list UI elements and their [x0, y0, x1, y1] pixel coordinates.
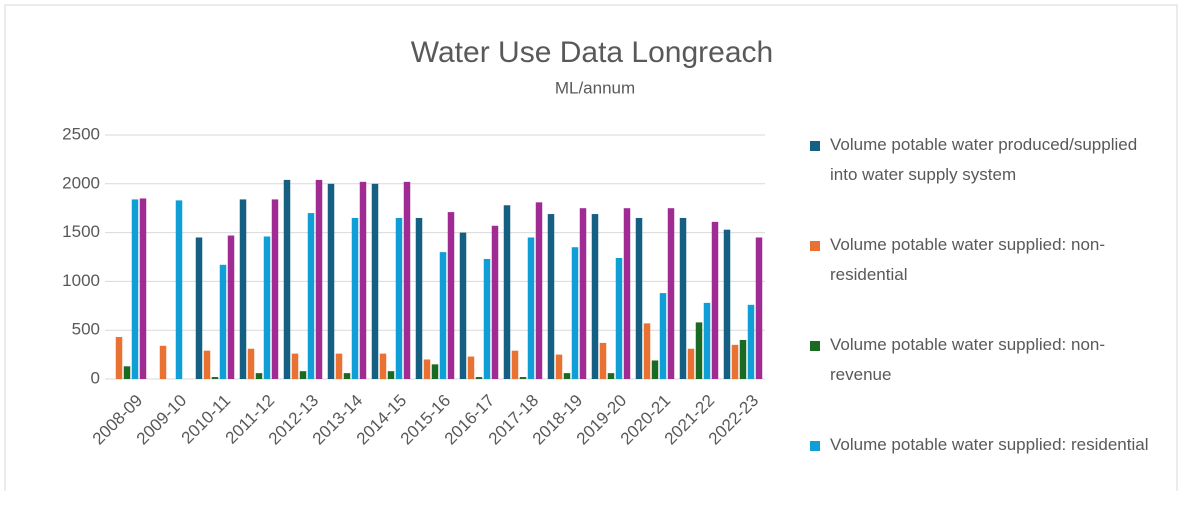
bar — [239, 199, 247, 379]
bar — [271, 199, 279, 379]
legend: Volume potable water produced/supplied i… — [808, 130, 1158, 530]
bar — [459, 232, 467, 379]
bar — [467, 356, 475, 379]
y-tick-label: 2000 — [62, 173, 100, 192]
bar — [195, 237, 203, 379]
legend-label: Volume potable water supplied: residenti… — [830, 435, 1149, 454]
bar — [607, 373, 615, 379]
bar — [291, 353, 299, 379]
bar — [255, 373, 263, 379]
y-tick-label: 2500 — [62, 124, 100, 143]
bar — [123, 366, 131, 379]
chart-subtitle: ML/annum — [555, 78, 635, 97]
bar — [139, 198, 147, 379]
bar — [511, 350, 519, 379]
bar — [327, 183, 335, 379]
legend-swatch — [810, 341, 820, 351]
bar — [503, 205, 511, 379]
bar — [555, 354, 563, 379]
bar — [599, 342, 607, 379]
bar — [403, 181, 411, 379]
bar — [755, 237, 763, 379]
legend-item: Volume potable water supplied: non-reven… — [808, 330, 1158, 430]
bar — [263, 236, 271, 379]
bar — [343, 373, 351, 379]
bar — [283, 179, 291, 379]
legend-label: Volume potable water produced/supplied i… — [830, 135, 1138, 184]
bar — [415, 217, 423, 379]
bar — [299, 371, 307, 379]
page: Water Use Data Longreach ML/annum 0 500 10… — [4, 4, 1178, 491]
bar — [747, 304, 755, 379]
bar — [623, 208, 631, 379]
legend-label: Volume potable water supplied: non-reven… — [830, 335, 1106, 384]
bar — [159, 345, 167, 379]
bar — [695, 322, 703, 379]
bar — [483, 258, 491, 379]
y-tick-label: 0 — [91, 368, 100, 387]
y-tick-label: 500 — [72, 320, 100, 339]
bar — [387, 371, 395, 379]
bar — [659, 293, 667, 379]
legend-item: Volume potable water produced/supplied i… — [808, 130, 1158, 230]
bar — [519, 377, 527, 379]
legend-item: Volume potable water supplied: non-resid… — [808, 230, 1158, 330]
bar — [359, 181, 367, 379]
bar — [723, 229, 731, 379]
bar — [739, 339, 747, 379]
bar — [227, 235, 235, 379]
bar — [579, 208, 587, 379]
bar — [667, 208, 675, 379]
bar — [351, 217, 359, 379]
legend-swatch — [810, 241, 820, 251]
bar — [219, 264, 227, 379]
bar — [423, 359, 431, 379]
bar — [491, 225, 499, 379]
bar — [175, 200, 183, 379]
bar — [535, 202, 543, 379]
bar — [731, 344, 739, 379]
bar — [475, 377, 483, 379]
bar — [115, 337, 123, 379]
bar — [315, 179, 323, 379]
bar — [247, 348, 255, 379]
bar — [591, 214, 599, 379]
y-tick-label: 1000 — [62, 271, 100, 290]
bar — [703, 302, 711, 379]
bar — [563, 373, 571, 379]
bar — [635, 217, 643, 379]
bar — [131, 199, 139, 379]
bar — [395, 217, 403, 379]
bar — [615, 257, 623, 379]
bar — [547, 214, 555, 379]
bar — [679, 217, 687, 379]
bar — [203, 350, 211, 379]
bar — [371, 183, 379, 379]
bar — [571, 247, 579, 379]
bar — [307, 213, 315, 379]
legend-swatch — [810, 441, 820, 451]
y-tick-label: 1500 — [62, 222, 100, 241]
bar — [687, 348, 695, 379]
bar — [711, 221, 719, 379]
bar — [643, 323, 651, 379]
legend-item: Volume potable water supplied: residenti… — [808, 430, 1158, 530]
bar — [335, 353, 343, 379]
bar — [439, 252, 447, 379]
bar — [211, 377, 219, 379]
bar — [651, 360, 659, 379]
chart-title: Water Use Data Longreach — [411, 36, 773, 69]
bar — [379, 353, 387, 379]
chart: Water Use Data Longreach ML/annum 0 500 10… — [4, 4, 1178, 491]
bar — [527, 237, 535, 379]
bar — [447, 212, 455, 379]
legend-label: Volume potable water supplied: non-resid… — [830, 235, 1106, 284]
legend-swatch — [810, 141, 820, 151]
bar — [431, 364, 439, 379]
